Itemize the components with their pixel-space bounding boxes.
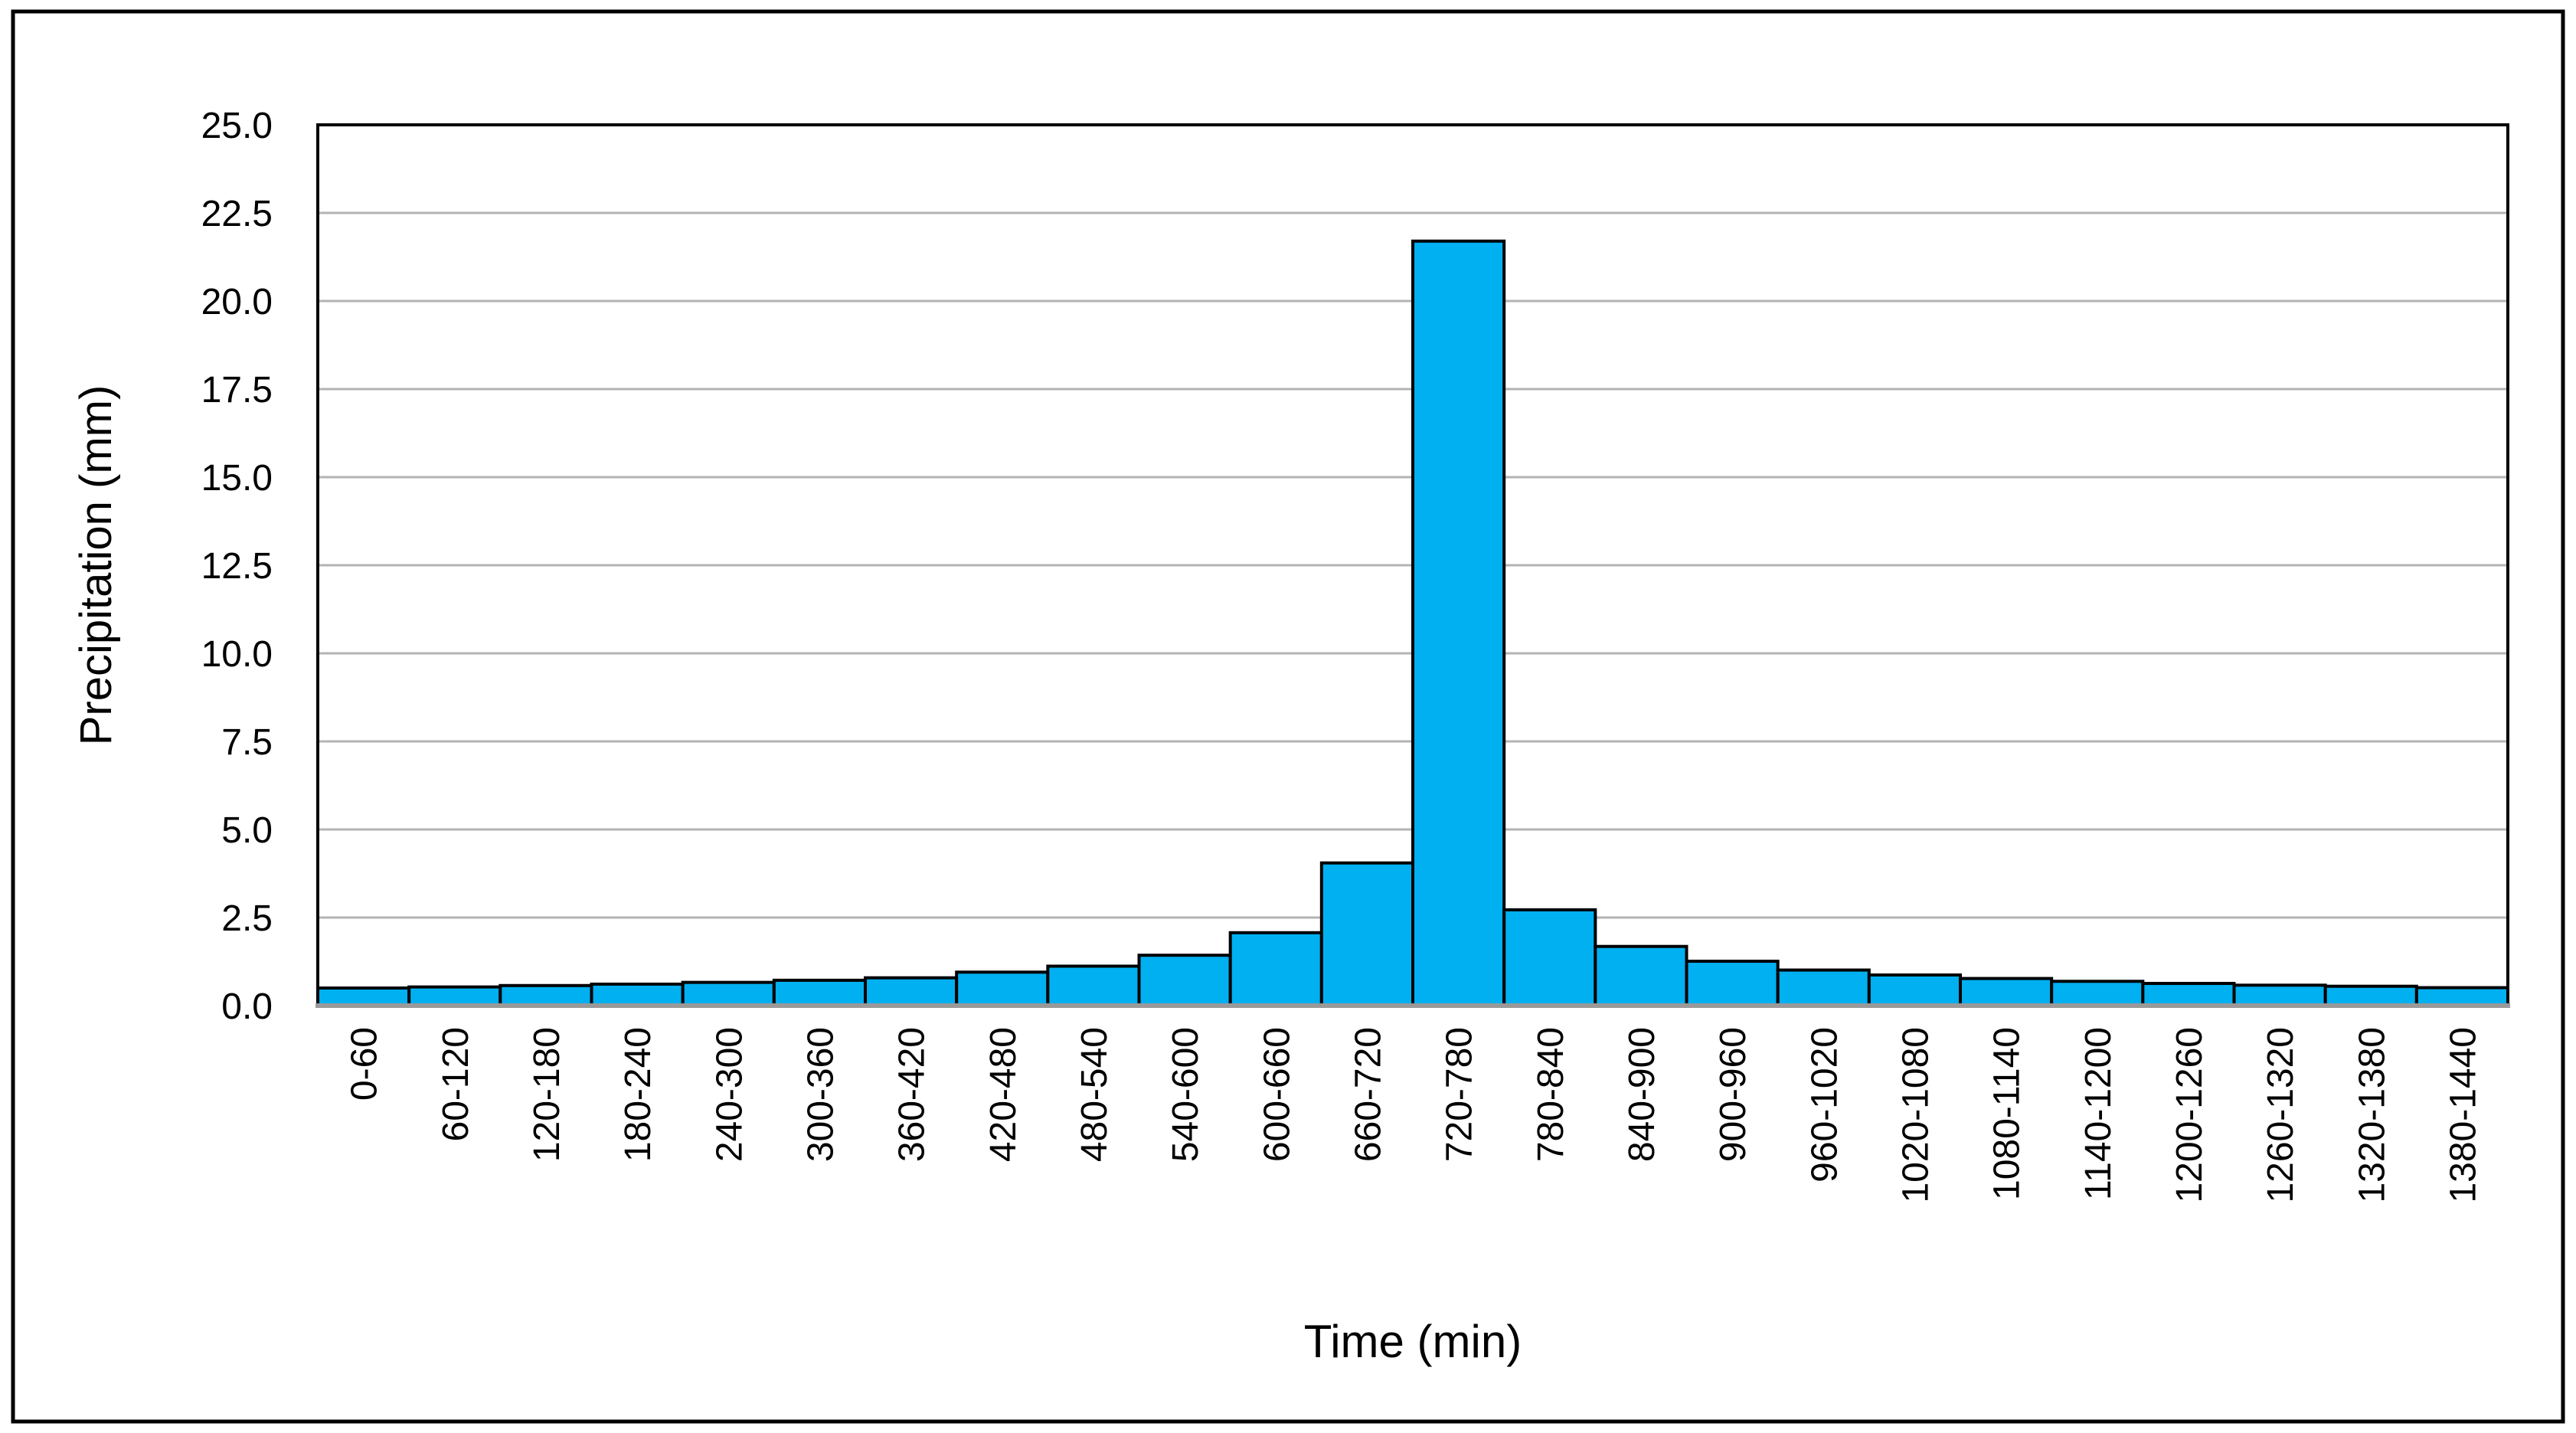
y-axis-tick-labels: 0.0 2.5 5.0 7.5 10.0 12.5 15.0 17.5 20.0 22.5 25.0 <box>201 106 273 1027</box>
x-axis-title: Time (min) <box>1304 1316 1522 1367</box>
bar-1080-1140 <box>1959 977 2054 1007</box>
plot-area-frame <box>315 123 2510 1008</box>
x-tick-label-180-240: 180-240 <box>618 1027 659 1162</box>
bar-180-240 <box>590 982 685 1007</box>
x-tick-label-240-300: 240-300 <box>709 1027 750 1162</box>
x-tick-label-900-960: 900-960 <box>1713 1027 1754 1162</box>
bar-60-120 <box>407 985 502 1007</box>
bar-series-precipitation <box>316 239 2509 1008</box>
bar-660-720 <box>1319 861 1415 1007</box>
y-tick-label-0.0: 0.0 <box>221 986 273 1027</box>
x-tick-label-300-360: 300-360 <box>800 1027 841 1162</box>
y-tick-label-15.0: 15.0 <box>201 458 273 499</box>
bar-300-360 <box>772 978 867 1008</box>
x-tick-label-360-420: 360-420 <box>892 1027 933 1162</box>
bar-1380-1440 <box>2414 986 2509 1008</box>
bar-1320-1380 <box>2323 984 2418 1007</box>
bar-780-840 <box>1502 908 1597 1008</box>
bar-420-480 <box>955 970 1050 1008</box>
y-tick-label-22.5: 22.5 <box>201 194 273 234</box>
y-tick-label-7.5: 7.5 <box>221 722 273 763</box>
x-tick-label-0-60: 0-60 <box>345 1027 385 1101</box>
bar-1140-1200 <box>2050 980 2145 1008</box>
y-tick-label-10.0: 10.0 <box>201 634 273 675</box>
bar-0-60 <box>316 986 411 1007</box>
x-tick-label-120-180: 120-180 <box>527 1027 567 1162</box>
bar-240-300 <box>681 980 776 1008</box>
bar-960-1020 <box>1776 968 1871 1008</box>
x-tick-label-720-780: 720-780 <box>1440 1027 1480 1162</box>
bar-480-540 <box>1046 964 1141 1007</box>
bar-540-600 <box>1137 954 1232 1007</box>
x-tick-label-540-600: 540-600 <box>1165 1027 1206 1162</box>
y-tick-label-17.5: 17.5 <box>201 370 273 411</box>
bar-1020-1080 <box>1867 973 1962 1007</box>
y-tick-label-25.0: 25.0 <box>201 106 273 146</box>
y-tick-label-2.5: 2.5 <box>221 898 273 939</box>
x-tick-label-1140-1200: 1140-1200 <box>2078 1027 2119 1200</box>
bar-1200-1260 <box>2141 982 2236 1008</box>
bar-840-900 <box>1594 944 1688 1007</box>
bar-900-960 <box>1685 960 1780 1008</box>
x-tick-label-1380-1440: 1380-1440 <box>2443 1027 2483 1203</box>
x-tick-label-780-840: 780-840 <box>1531 1027 1571 1162</box>
figure-border <box>11 9 2565 1424</box>
bar-360-420 <box>864 976 959 1008</box>
x-tick-label-1080-1140: 1080-1140 <box>1987 1027 2028 1200</box>
x-tick-label-1260-1320: 1260-1320 <box>2261 1027 2301 1203</box>
bar-600-660 <box>1228 931 1323 1008</box>
y-axis-title: Precipitation (mm) <box>71 385 121 746</box>
x-axis-tick-labels: 0-60 60-120 120-180 180-240 240-300 300-360 36… <box>345 1027 2484 1203</box>
x-tick-label-1020-1080: 1020-1080 <box>1895 1027 1936 1203</box>
x-tick-label-60-120: 60-120 <box>436 1027 476 1141</box>
x-tick-label-420-480: 420-480 <box>983 1027 1024 1162</box>
x-tick-label-960-1020: 960-1020 <box>1804 1027 1845 1183</box>
x-tick-label-480-540: 480-540 <box>1074 1027 1115 1162</box>
bar-120-180 <box>499 983 593 1008</box>
x-tick-label-660-720: 660-720 <box>1348 1027 1388 1162</box>
bar-720-780 <box>1411 239 1506 1007</box>
x-tick-label-1200-1260: 1200-1260 <box>2169 1027 2210 1203</box>
x-tick-label-1320-1380: 1320-1380 <box>2352 1027 2392 1203</box>
bar-1260-1320 <box>2232 983 2327 1007</box>
y-tick-label-5.0: 5.0 <box>221 810 273 851</box>
x-tick-label-840-900: 840-900 <box>1622 1027 1662 1162</box>
x-tick-label-600-660: 600-660 <box>1257 1027 1297 1162</box>
y-tick-label-12.5: 12.5 <box>201 546 273 587</box>
y-tick-label-20.0: 20.0 <box>201 282 273 322</box>
